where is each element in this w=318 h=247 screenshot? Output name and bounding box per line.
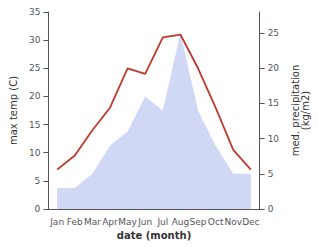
svg-text:0: 0 <box>35 204 41 214</box>
svg-text:10: 10 <box>29 148 41 158</box>
svg-text:15: 15 <box>29 120 40 130</box>
svg-text:Jan: Jan <box>49 217 64 227</box>
svg-text:Jul: Jul <box>156 217 168 227</box>
svg-text:May: May <box>118 217 137 227</box>
svg-text:(kg/m2): (kg/m2) <box>300 91 311 131</box>
svg-text:0: 0 <box>268 204 274 214</box>
svg-text:Aug: Aug <box>172 217 190 227</box>
svg-text:5: 5 <box>268 169 274 179</box>
svg-text:Jun: Jun <box>137 217 152 227</box>
svg-text:Dec: Dec <box>242 217 259 227</box>
svg-text:30: 30 <box>29 35 41 45</box>
svg-text:Nov: Nov <box>224 217 242 227</box>
svg-text:10: 10 <box>268 134 280 144</box>
svg-text:Sep: Sep <box>190 217 207 227</box>
svg-text:Mar: Mar <box>84 217 101 227</box>
svg-text:date (month): date (month) <box>117 230 191 241</box>
svg-text:med. precipitation: med. precipitation <box>289 64 301 157</box>
svg-text:Feb: Feb <box>67 217 83 227</box>
svg-text:Apr: Apr <box>102 217 118 227</box>
svg-text:5: 5 <box>35 176 41 186</box>
svg-text:25: 25 <box>29 63 40 73</box>
svg-text:15: 15 <box>268 98 279 108</box>
svg-text:35: 35 <box>29 7 40 17</box>
svg-text:20: 20 <box>29 91 41 101</box>
svg-text:20: 20 <box>268 63 280 73</box>
svg-text:max temp (C): max temp (C) <box>8 76 19 145</box>
svg-text:25: 25 <box>268 28 279 38</box>
svg-text:Oct: Oct <box>208 217 224 227</box>
